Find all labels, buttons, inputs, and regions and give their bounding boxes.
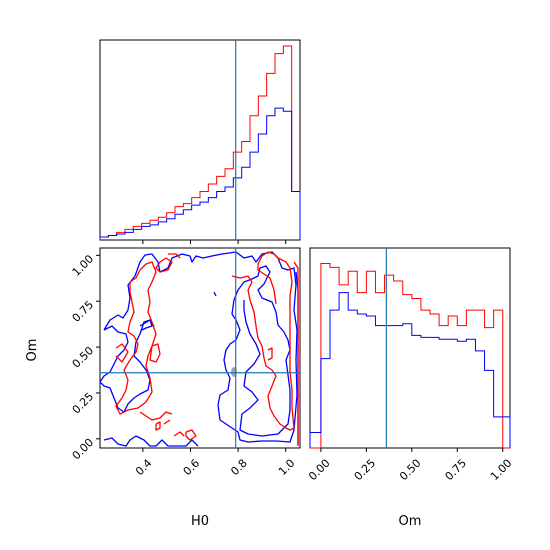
histogram-Om-series-0 [310, 263, 510, 449]
contour-line-6 [115, 261, 157, 415]
contour-xtick-label-3: 1.0 [276, 457, 298, 479]
contour-line-2 [103, 435, 199, 447]
histogram-Om-frame [309, 247, 511, 449]
contour-line-15 [185, 429, 197, 441]
contour-ytick-label-4: 1.00 [70, 252, 97, 279]
contour-line-18 [293, 261, 299, 446]
contour-ytick-label-2: 0.50 [70, 344, 97, 371]
histogram-Om-xtick-label-1: 0.25 [352, 457, 379, 484]
contour-ytick-label-1: 0.25 [70, 390, 97, 417]
histogram-Om-xtick-label-2: 0.50 [397, 457, 424, 484]
contour-line-0 [103, 251, 298, 443]
histogram-Om-xtick-label-0: 0.00 [306, 457, 333, 484]
contour-xtick-label-0: 0.4 [133, 457, 155, 479]
contour-lines [100, 251, 299, 447]
histogram-Om-panel: 0.00 0.25 0.50 0.75 1.00 [306, 247, 515, 484]
contour-ytick-label-3: 0.75 [70, 298, 97, 325]
contour-H0-Om-panel: 0.4 0.6 0.8 1.0 0.00 0.25 0.50 0.75 1.00 [70, 247, 301, 479]
histogram-H0-series-0 [99, 45, 301, 240]
contour-line-17 [267, 347, 273, 361]
contour-line-16 [173, 431, 185, 437]
histogram-Om-xtick-label-3: 0.75 [443, 457, 470, 484]
contour-line-11 [231, 251, 295, 431]
contour-frame [99, 247, 301, 449]
histogram-H0-panel [99, 39, 301, 244]
contour-xlabel: H0 [191, 514, 209, 529]
contour-line-13 [155, 421, 161, 431]
histogram-Om-series-1 [309, 292, 511, 448]
contour-xtick-label-2: 0.8 [228, 457, 250, 479]
contour-line-12 [139, 411, 173, 421]
histogram-H0-series-1 [99, 107, 301, 240]
contour-line-8 [168, 253, 181, 259]
histogram-Om-xlabel: Om [399, 514, 422, 529]
contour-line-14 [163, 419, 171, 425]
contour-xtick-label-1: 0.6 [181, 457, 203, 479]
contour-line-9 [115, 343, 129, 363]
histogram-Om-xtick-label-4: 1.00 [488, 457, 515, 484]
contour-line-5 [213, 291, 217, 297]
contour-ytick-label-0: 0.00 [70, 436, 97, 463]
contour-line-10 [149, 343, 161, 363]
histogram-H0-frame [99, 39, 301, 241]
contour-line-7 [155, 257, 173, 273]
contour-ylabel: Om [25, 339, 40, 362]
